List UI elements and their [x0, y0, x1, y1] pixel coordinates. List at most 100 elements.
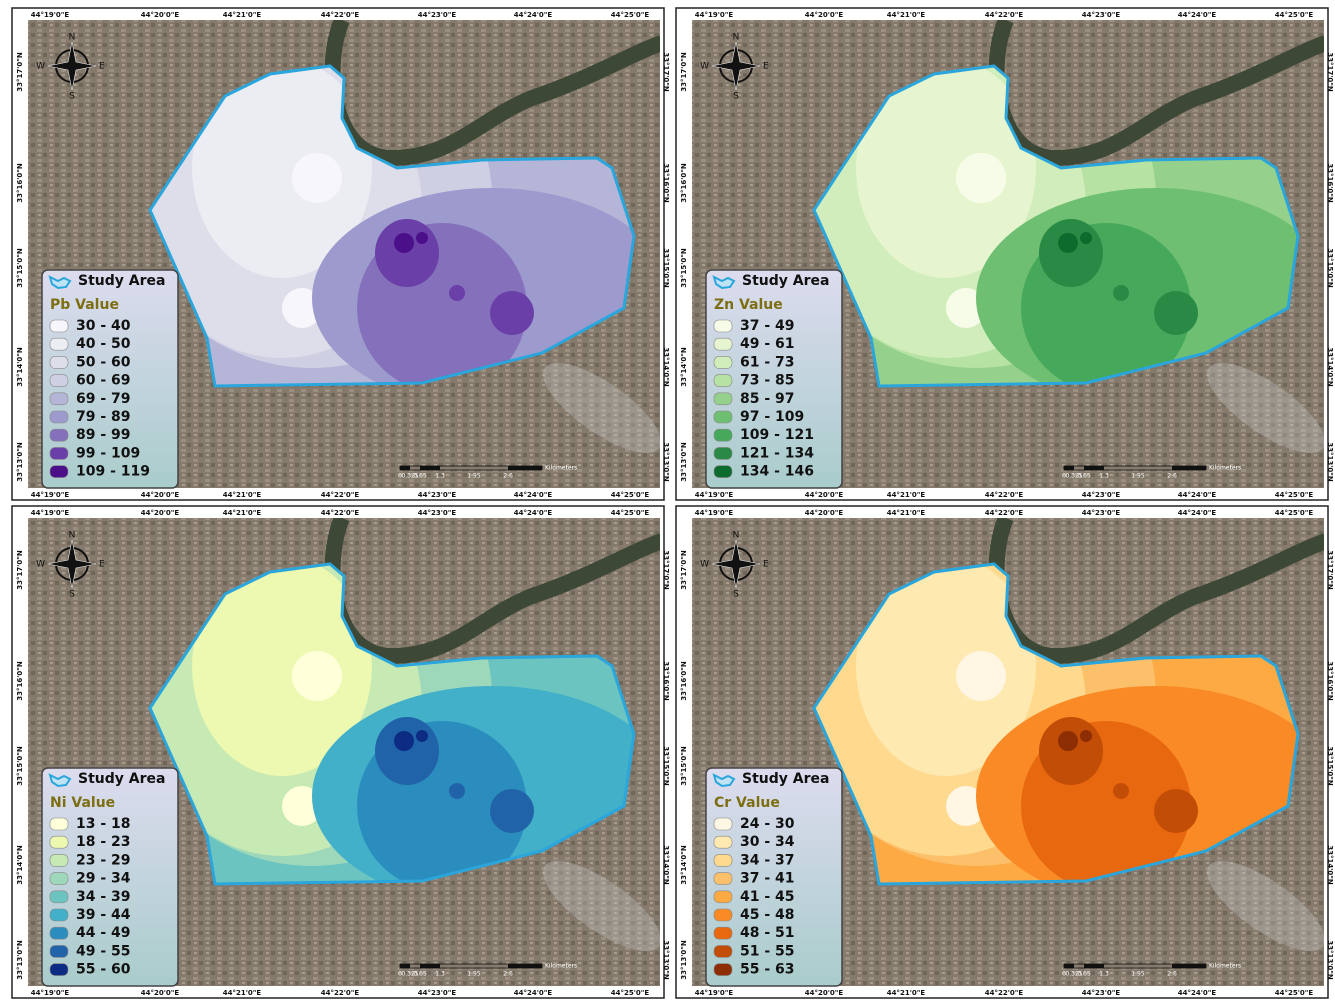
compass-w: W — [700, 62, 709, 72]
scale-bar — [1064, 466, 1074, 470]
longitude-label: 44°19'0"E — [31, 11, 70, 19]
compass-s: S — [733, 92, 739, 102]
legend-swatch — [714, 393, 732, 405]
contour-zone — [490, 291, 534, 335]
longitude-label: 44°24'0"E — [1178, 509, 1217, 517]
legend-label: 13 - 18 — [76, 816, 131, 832]
scale-unit: Kilometers — [1209, 465, 1241, 472]
study-area-label: Study Area — [742, 771, 829, 787]
legend-swatch — [714, 854, 732, 866]
contour-zone — [1058, 731, 1078, 751]
latitude-label: 33°16'0"N — [662, 163, 670, 203]
latitude-label: 33°16'0"N — [680, 661, 688, 701]
longitude-label: 44°21'0"E — [223, 491, 262, 499]
longitude-label: 44°25'0"E — [611, 509, 650, 517]
longitude-label: 44°24'0"E — [1178, 491, 1217, 499]
legend-label: 50 - 60 — [76, 354, 131, 370]
scale-label: 0.65 — [413, 473, 427, 480]
legend-label: 29 - 34 — [76, 871, 131, 887]
legend-label: 99 - 109 — [76, 445, 140, 461]
legend-label: 85 - 97 — [740, 391, 795, 407]
legend-swatch — [714, 873, 732, 885]
longitude-label: 44°22'0"E — [985, 509, 1024, 517]
longitude-label: 44°21'0"E — [223, 11, 262, 19]
longitude-label: 44°20'0"E — [805, 11, 844, 19]
longitude-label: 44°23'0"E — [418, 491, 457, 499]
latitude-label: 33°15'0"N — [680, 746, 688, 786]
legend-label: 121 - 134 — [740, 445, 814, 461]
contour-zone — [1154, 291, 1198, 335]
latitude-label: 33°16'0"N — [16, 163, 24, 203]
legend-label: 39 - 44 — [76, 907, 131, 923]
latitude-label: 33°13'0"N — [1326, 940, 1334, 980]
compass-n: N — [69, 33, 76, 43]
contour-zone — [416, 730, 428, 742]
legend-swatch — [50, 466, 68, 478]
scale-bar — [508, 964, 542, 968]
longitude-label: 44°22'0"E — [985, 491, 1024, 499]
legend-swatch — [50, 854, 68, 866]
longitude-label: 44°24'0"E — [514, 11, 553, 19]
longitude-label: 44°19'0"E — [695, 509, 734, 517]
longitude-label: 44°22'0"E — [321, 509, 360, 517]
longitude-label: 44°22'0"E — [321, 11, 360, 19]
legend-swatch — [50, 891, 68, 903]
latitude-label: 33°14'0"N — [1326, 347, 1334, 387]
legend-swatch — [50, 873, 68, 885]
longitude-label: 44°25'0"E — [611, 491, 650, 499]
legend-swatch — [50, 927, 68, 939]
legend-swatch — [714, 429, 732, 441]
scale-bar — [1172, 466, 1206, 470]
legend-label: 30 - 40 — [76, 318, 131, 334]
longitude-label: 44°19'0"E — [695, 491, 734, 499]
legend-swatch — [714, 909, 732, 921]
longitude-label: 44°19'0"E — [31, 491, 70, 499]
legend-label: 134 - 146 — [740, 464, 814, 480]
legend-swatch — [50, 375, 68, 387]
legend-swatch — [50, 964, 68, 976]
legend-label: 49 - 61 — [740, 336, 795, 352]
longitude-label: 44°23'0"E — [418, 989, 457, 997]
scale-bar — [508, 466, 542, 470]
latitude-label: 33°14'0"N — [680, 347, 688, 387]
latitude-label: 33°15'0"N — [1326, 248, 1334, 288]
longitude-label: 44°24'0"E — [1178, 989, 1217, 997]
latitude-label: 33°16'0"N — [16, 661, 24, 701]
contour-zone — [1113, 783, 1129, 799]
longitude-label: 44°21'0"E — [887, 509, 926, 517]
longitude-label: 44°25'0"E — [611, 11, 650, 19]
legend-swatch — [50, 411, 68, 423]
legend-label: 60 - 69 — [76, 373, 131, 389]
legend-label: 69 - 79 — [76, 391, 131, 407]
latitude-label: 33°14'0"N — [16, 347, 24, 387]
latitude-label: 33°15'0"N — [1326, 746, 1334, 786]
scale-label: 1.95 — [1131, 971, 1145, 978]
map-panel: NSEW44°19'0"E44°19'0"E44°20'0"E44°20'0"E… — [676, 8, 1335, 500]
contour-zone — [1113, 285, 1129, 301]
map-panel: NSEW44°19'0"E44°19'0"E44°20'0"E44°20'0"E… — [12, 8, 674, 500]
longitude-label: 44°25'0"E — [1275, 989, 1314, 997]
longitude-label: 44°20'0"E — [141, 11, 180, 19]
latitude-label: 33°16'0"N — [662, 661, 670, 701]
compass-s: S — [69, 590, 75, 600]
compass-s: S — [733, 590, 739, 600]
longitude-label: 44°23'0"E — [1082, 989, 1121, 997]
legend-swatch — [714, 466, 732, 478]
map-panel: NSEW44°19'0"E44°19'0"E44°20'0"E44°20'0"E… — [12, 506, 674, 998]
scale-label: 1.3 — [435, 971, 445, 978]
longitude-label: 44°22'0"E — [985, 989, 1024, 997]
legend-label: 23 - 29 — [76, 852, 131, 868]
latitude-label: 33°14'0"N — [662, 845, 670, 885]
legend-swatch — [714, 356, 732, 368]
legend-swatch — [50, 338, 68, 350]
compass-e: E — [99, 560, 105, 570]
legend-label: 51 - 55 — [740, 943, 795, 959]
study-area-label: Study Area — [78, 771, 165, 787]
legend-title: Ni Value — [50, 795, 115, 811]
scale-unit: Kilometers — [1209, 963, 1241, 970]
legend-swatch — [714, 320, 732, 332]
scale-bar — [1084, 964, 1104, 968]
latitude-label: 33°15'0"N — [662, 248, 670, 288]
